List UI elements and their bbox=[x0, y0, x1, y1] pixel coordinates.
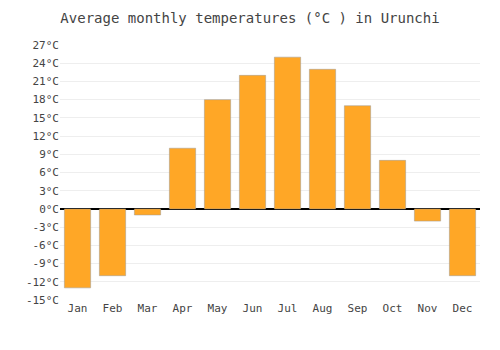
svg-text:-15°C: -15°C bbox=[26, 294, 59, 307]
svg-text:Dec: Dec bbox=[453, 302, 473, 315]
svg-text:-9°C: -9°C bbox=[33, 257, 60, 270]
svg-text:Apr: Apr bbox=[173, 302, 193, 315]
svg-text:Feb: Feb bbox=[103, 302, 123, 315]
svg-text:-12°C: -12°C bbox=[26, 276, 59, 289]
svg-text:Sep: Sep bbox=[348, 302, 368, 315]
svg-text:9°C: 9°C bbox=[39, 148, 59, 161]
svg-text:15°C: 15°C bbox=[33, 112, 60, 125]
svg-text:Jul: Jul bbox=[278, 302, 298, 315]
svg-text:Nov: Nov bbox=[418, 302, 438, 315]
svg-text:Jun: Jun bbox=[243, 302, 263, 315]
svg-text:6°C: 6°C bbox=[39, 166, 59, 179]
svg-text:27°C: 27°C bbox=[33, 39, 60, 52]
svg-text:-6°C: -6°C bbox=[33, 239, 60, 252]
svg-text:Average monthly temperatures (: Average monthly temperatures (°C ) in Ur… bbox=[60, 10, 439, 26]
svg-text:-3°C: -3°C bbox=[33, 221, 60, 234]
svg-text:21°C: 21°C bbox=[33, 75, 60, 88]
svg-text:0°C: 0°C bbox=[39, 203, 59, 216]
svg-text:Oct: Oct bbox=[383, 302, 403, 315]
svg-text:Aug: Aug bbox=[313, 302, 333, 315]
svg-text:Mar: Mar bbox=[138, 302, 158, 315]
svg-text:18°C: 18°C bbox=[33, 93, 60, 106]
svg-text:3°C: 3°C bbox=[39, 185, 59, 198]
svg-text:12°C: 12°C bbox=[33, 130, 60, 143]
svg-text:May: May bbox=[208, 302, 228, 315]
svg-text:Jan: Jan bbox=[68, 302, 88, 315]
svg-text:24°C: 24°C bbox=[33, 57, 60, 70]
